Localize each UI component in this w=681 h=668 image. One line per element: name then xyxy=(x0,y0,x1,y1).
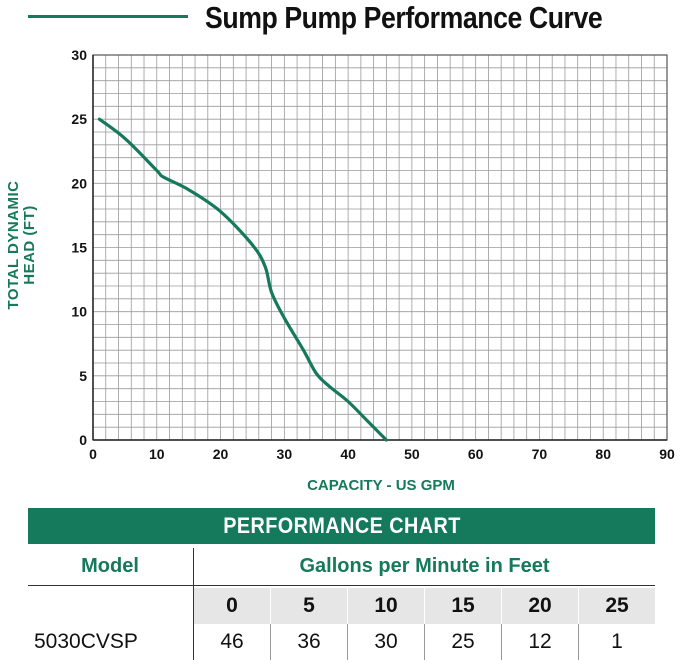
y-tick-label: 20 xyxy=(71,175,87,191)
x-tick-label: 50 xyxy=(404,446,420,462)
gpm-value-cell: 46 xyxy=(194,624,271,660)
performance-chart-heading-text: PERFORMANCE CHART xyxy=(222,513,461,538)
header-divider xyxy=(28,585,655,586)
gpm-value-cell: 12 xyxy=(502,624,579,660)
gpm-value-cell: 36 xyxy=(271,624,348,660)
model-name: 5030CVSP xyxy=(34,630,138,653)
gpm-column-header: Gallons per Minute in Feet xyxy=(299,555,550,577)
x-tick-label: 80 xyxy=(595,446,611,462)
model-column-header: Model xyxy=(81,555,139,577)
gpm-value-cell: 30 xyxy=(348,624,425,660)
feet-cell: 10 xyxy=(348,588,425,624)
y-tick-label: 30 xyxy=(71,47,87,63)
y-tick-label: 15 xyxy=(71,240,87,256)
gpm-value-cell: 1 xyxy=(611,630,623,653)
y-tick-label: 25 xyxy=(71,111,87,127)
feet-header-row: 0 5 10 15 20 25 xyxy=(194,588,655,624)
y-tick-label: 10 xyxy=(71,304,87,320)
chart-title: Sump Pump Performance Curve xyxy=(205,0,603,35)
feet-cell: 15 xyxy=(425,588,502,624)
feet-cell: 0 xyxy=(194,588,271,624)
performance-curve-chart: 0 10 20 30 40 50 60 70 80 90 0 5 10 15 20 25 30 xyxy=(71,47,675,462)
x-tick-label: 30 xyxy=(277,446,293,462)
feet-cell: 20 xyxy=(502,588,579,624)
x-tick-label: 20 xyxy=(213,446,229,462)
feet-cell: 5 xyxy=(271,588,348,624)
y-tick-label: 0 xyxy=(79,432,87,448)
title-rule xyxy=(28,15,188,18)
gpm-value-cell: 25 xyxy=(425,624,502,660)
x-tick-label: 60 xyxy=(468,446,484,462)
feet-cell: 25 xyxy=(605,594,629,617)
table-row: 46 36 30 25 12 1 xyxy=(194,624,655,660)
x-axis-label: CAPACITY - US GPM xyxy=(307,477,455,494)
performance-curve-line xyxy=(97,117,388,442)
x-tick-label: 0 xyxy=(89,446,97,462)
x-tick-label: 10 xyxy=(149,446,165,462)
performance-chart-heading: PERFORMANCE CHART xyxy=(28,508,655,544)
y-axis-label-line-1: TOTAL DYNAMIC xyxy=(5,180,22,310)
x-tick-label: 70 xyxy=(532,446,548,462)
x-tick-label: 40 xyxy=(340,446,356,462)
y-tick-label: 5 xyxy=(79,368,87,384)
x-tick-label: 90 xyxy=(659,446,675,462)
y-axis-label-line-2: HEAD (FT) xyxy=(21,205,38,285)
column-divider xyxy=(193,548,194,660)
